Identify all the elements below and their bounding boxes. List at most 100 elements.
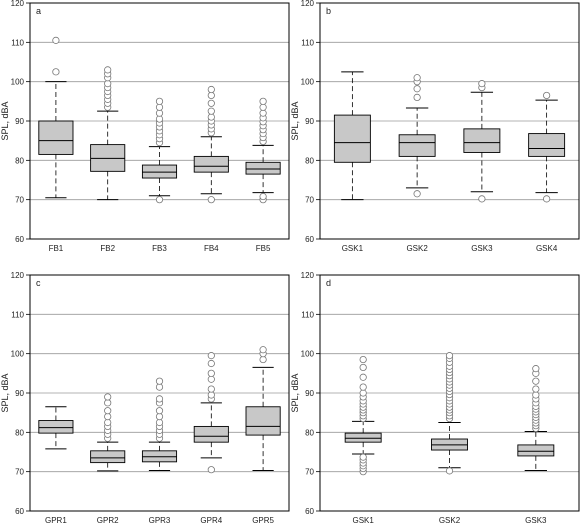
outlier-point xyxy=(259,97,267,105)
outlier-point xyxy=(445,352,454,360)
y-tick-label: 80 xyxy=(15,156,24,165)
y-tick-label: 60 xyxy=(305,507,314,516)
y-tick-label: 110 xyxy=(11,310,24,319)
x-category-label: FB2 xyxy=(100,244,115,253)
y-tick-label: 110 xyxy=(301,310,314,319)
outlier-point xyxy=(359,383,367,391)
outlier-point xyxy=(155,196,164,204)
outlier-point xyxy=(413,93,421,102)
panel-letter: c xyxy=(36,278,41,288)
y-tick-label: 100 xyxy=(11,78,25,87)
y-tick-label: 80 xyxy=(305,428,314,437)
box-iqr xyxy=(333,114,371,163)
y-tick-label: 60 xyxy=(15,235,24,244)
x-category-label: FB4 xyxy=(204,244,219,253)
box-iqr xyxy=(245,406,281,436)
outlier-point xyxy=(259,346,267,354)
outlier-point xyxy=(104,393,112,401)
x-category-label: GSK3 xyxy=(525,516,547,525)
outlier-point xyxy=(155,383,164,391)
x-category-label: GSK1 xyxy=(342,244,364,253)
x-category-label: GPR5 xyxy=(252,516,274,525)
outlier-point xyxy=(155,109,164,117)
box-iqr xyxy=(528,133,566,157)
outlier-point xyxy=(207,375,215,383)
outlier-point xyxy=(359,389,367,397)
y-tick-label: 120 xyxy=(11,0,25,8)
x-category-label: GPR2 xyxy=(97,516,119,525)
box-iqr xyxy=(38,120,74,155)
outlier-point xyxy=(207,352,215,360)
y-tick-label: 90 xyxy=(305,389,314,398)
outlier-point xyxy=(532,365,540,373)
outlier-point xyxy=(207,391,215,399)
box-iqr xyxy=(38,420,74,434)
outlier-point xyxy=(478,80,486,88)
plot-frame xyxy=(319,274,580,512)
outlier-point xyxy=(207,91,215,100)
y-tick-label: 90 xyxy=(15,389,24,398)
y-tick-label: 60 xyxy=(305,235,314,244)
panel-letter: b xyxy=(326,6,331,16)
outlier-point xyxy=(207,99,215,107)
y-axis-label: SPL, dBA xyxy=(290,373,300,412)
outlier-point xyxy=(155,418,164,427)
y-tick-label: 90 xyxy=(15,117,24,126)
outlier-point xyxy=(543,195,551,203)
y-axis-label: SPL, dBA xyxy=(0,373,10,412)
outlier-point xyxy=(207,466,215,474)
y-tick-label: 90 xyxy=(305,117,314,126)
box-iqr xyxy=(193,425,229,443)
box-iqr xyxy=(193,155,229,173)
outlier-point xyxy=(207,359,215,368)
y-tick-label: 70 xyxy=(15,468,24,477)
x-category-label: FB3 xyxy=(152,244,167,253)
outlier-point xyxy=(207,107,215,115)
y-tick-label: 70 xyxy=(305,468,314,477)
outlier-point xyxy=(104,80,112,88)
outlier-point xyxy=(104,399,112,407)
outlier-point xyxy=(445,467,454,475)
outlier-point xyxy=(155,103,164,111)
y-tick-label: 100 xyxy=(11,350,25,359)
outlier-point xyxy=(52,68,60,76)
outlier-point xyxy=(259,109,267,117)
panel-letter: d xyxy=(326,278,331,288)
outlier-point xyxy=(478,195,486,203)
x-category-label: FB5 xyxy=(256,244,271,253)
x-category-label: GPR1 xyxy=(45,516,67,525)
outlier-point xyxy=(359,363,367,372)
outlier-point xyxy=(413,85,421,93)
box-iqr xyxy=(344,432,382,443)
outlier-point xyxy=(413,74,421,82)
outlier-point xyxy=(413,190,421,198)
outlier-point xyxy=(543,91,551,100)
outlier-point xyxy=(207,196,215,204)
x-category-label: GSK3 xyxy=(471,244,493,253)
outlier-point xyxy=(207,113,215,121)
y-tick-label: 120 xyxy=(11,271,25,280)
x-category-label: GSK1 xyxy=(352,516,374,525)
plot-frame xyxy=(319,2,580,240)
y-tick-label: 70 xyxy=(305,196,314,205)
outlier-point xyxy=(155,395,164,403)
outlier-point xyxy=(532,377,540,385)
y-tick-label: 70 xyxy=(15,196,24,205)
y-tick-label: 100 xyxy=(301,350,315,359)
outlier-point xyxy=(155,407,164,415)
outlier-point xyxy=(259,192,267,201)
x-category-label: GPR4 xyxy=(200,516,222,525)
outlier-point xyxy=(155,115,164,123)
x-category-label: GSK2 xyxy=(439,516,461,525)
y-tick-label: 80 xyxy=(15,428,24,437)
plot-frame xyxy=(29,2,290,240)
outlier-point xyxy=(207,385,215,393)
box-iqr xyxy=(517,444,555,457)
x-category-label: GSK4 xyxy=(536,244,558,253)
y-tick-label: 60 xyxy=(15,507,24,516)
y-tick-label: 100 xyxy=(301,78,315,87)
outlier-point xyxy=(359,355,367,364)
x-category-label: FB1 xyxy=(49,244,64,253)
y-axis-label: SPL, dBA xyxy=(0,101,10,140)
